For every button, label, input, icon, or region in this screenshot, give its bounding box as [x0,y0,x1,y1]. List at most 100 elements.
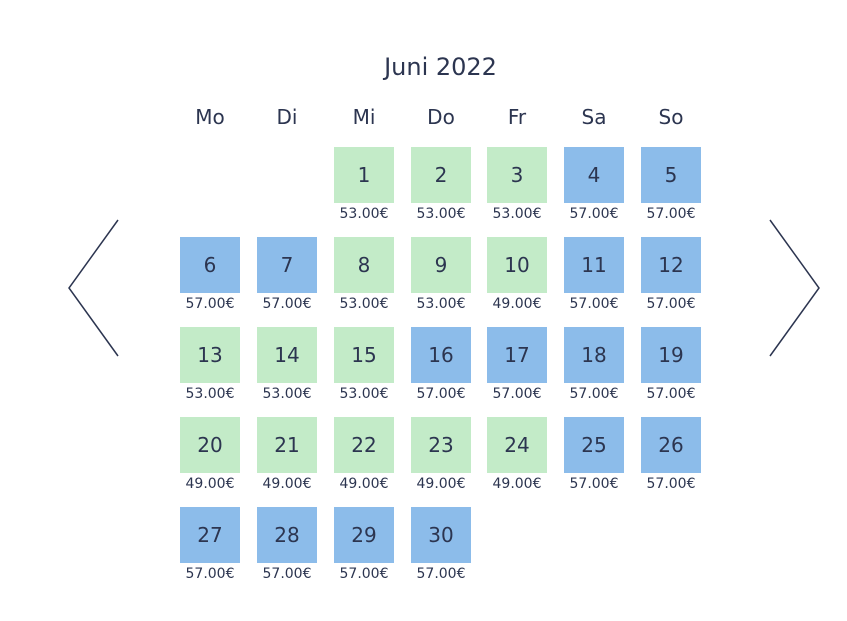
day-cell-25[interactable]: 25 57.00€ [564,417,624,497]
day-price: 57.00€ [646,296,696,312]
day-price: 53.00€ [416,296,466,312]
day-price: 57.00€ [262,566,312,582]
day-cell-11[interactable]: 11 57.00€ [564,237,624,317]
weekday-label-mi: Mi [352,105,376,129]
day-cell-8[interactable]: 8 53.00€ [334,237,394,317]
day-cell-14[interactable]: 14 53.00€ [257,327,317,407]
day-price: 53.00€ [416,206,466,222]
day-price: 57.00€ [569,476,619,492]
day-cell-9[interactable]: 9 53.00€ [411,237,471,317]
day-cell-29[interactable]: 29 57.00€ [334,507,394,587]
day-number: 10 [487,237,547,293]
next-month-button[interactable] [766,218,822,358]
day-price: 57.00€ [185,566,235,582]
day-price: 57.00€ [646,476,696,492]
day-price: 57.00€ [262,296,312,312]
day-cell-16[interactable]: 16 57.00€ [411,327,471,407]
day-cell-15[interactable]: 15 53.00€ [334,327,394,407]
day-cell-27[interactable]: 27 57.00€ [180,507,240,587]
day-number: 25 [564,417,624,473]
day-number: 26 [641,417,701,473]
day-cell-5[interactable]: 5 57.00€ [641,147,701,227]
day-price: 49.00€ [262,476,312,492]
day-number: 23 [411,417,471,473]
day-cell-28[interactable]: 28 57.00€ [257,507,317,587]
day-price: 49.00€ [339,476,389,492]
day-price: 49.00€ [492,296,542,312]
day-price: 53.00€ [492,206,542,222]
day-price: 57.00€ [185,296,235,312]
day-price: 57.00€ [492,386,542,402]
weekday-label-mo: Mo [195,105,225,129]
day-number: 21 [257,417,317,473]
day-number: 29 [334,507,394,563]
day-price: 57.00€ [569,206,619,222]
day-number: 13 [180,327,240,383]
day-price: 53.00€ [262,386,312,402]
day-price: 49.00€ [492,476,542,492]
day-cell-24[interactable]: 24 49.00€ [487,417,547,497]
day-number: 12 [641,237,701,293]
day-cell-22[interactable]: 22 49.00€ [334,417,394,497]
day-number: 4 [564,147,624,203]
day-number: 9 [411,237,471,293]
day-number: 18 [564,327,624,383]
weekday-label-sa: Sa [581,105,607,129]
day-number: 8 [334,237,394,293]
day-cell-7[interactable]: 7 57.00€ [257,237,317,317]
day-price: 57.00€ [416,386,466,402]
day-price: 57.00€ [646,386,696,402]
weekday-label-di: Di [276,105,298,129]
day-cell-3[interactable]: 3 53.00€ [487,147,547,227]
day-cell-26[interactable]: 26 57.00€ [641,417,701,497]
day-price: 57.00€ [569,386,619,402]
day-cell-2[interactable]: 2 53.00€ [411,147,471,227]
day-number: 27 [180,507,240,563]
day-price: 53.00€ [339,386,389,402]
day-price: 53.00€ [339,296,389,312]
day-price: 53.00€ [185,386,235,402]
day-cell-17[interactable]: 17 57.00€ [487,327,547,407]
day-price: 57.00€ [569,296,619,312]
day-number: 7 [257,237,317,293]
day-number: 6 [180,237,240,293]
chevron-right-icon [766,218,822,358]
day-number: 24 [487,417,547,473]
day-cell-23[interactable]: 23 49.00€ [411,417,471,497]
day-price: 57.00€ [339,566,389,582]
day-cell-6[interactable]: 6 57.00€ [180,237,240,317]
day-number: 1 [334,147,394,203]
day-number: 2 [411,147,471,203]
day-number: 3 [487,147,547,203]
day-cell-20[interactable]: 20 49.00€ [180,417,240,497]
day-number: 30 [411,507,471,563]
day-number: 14 [257,327,317,383]
day-cell-21[interactable]: 21 49.00€ [257,417,317,497]
prev-month-button[interactable] [66,218,122,358]
day-number: 28 [257,507,317,563]
day-cell-18[interactable]: 18 57.00€ [564,327,624,407]
month-title: Juni 2022 [384,53,497,81]
day-cell-4[interactable]: 4 57.00€ [564,147,624,227]
day-number: 20 [180,417,240,473]
weekday-label-so: So [658,105,684,129]
day-price: 49.00€ [185,476,235,492]
day-cell-12[interactable]: 12 57.00€ [641,237,701,317]
day-number: 17 [487,327,547,383]
day-cell-13[interactable]: 13 53.00€ [180,327,240,407]
day-number: 15 [334,327,394,383]
day-number: 5 [641,147,701,203]
day-cell-30[interactable]: 30 57.00€ [411,507,471,587]
weekday-label-do: Do [427,105,455,129]
day-number: 22 [334,417,394,473]
day-cell-10[interactable]: 10 49.00€ [487,237,547,317]
day-number: 16 [411,327,471,383]
day-cell-1[interactable]: 1 53.00€ [334,147,394,227]
day-number: 19 [641,327,701,383]
day-cell-19[interactable]: 19 57.00€ [641,327,701,407]
day-price: 53.00€ [339,206,389,222]
chevron-left-icon [66,218,122,358]
day-price: 57.00€ [416,566,466,582]
weekday-label-fr: Fr [507,105,527,129]
day-number: 11 [564,237,624,293]
